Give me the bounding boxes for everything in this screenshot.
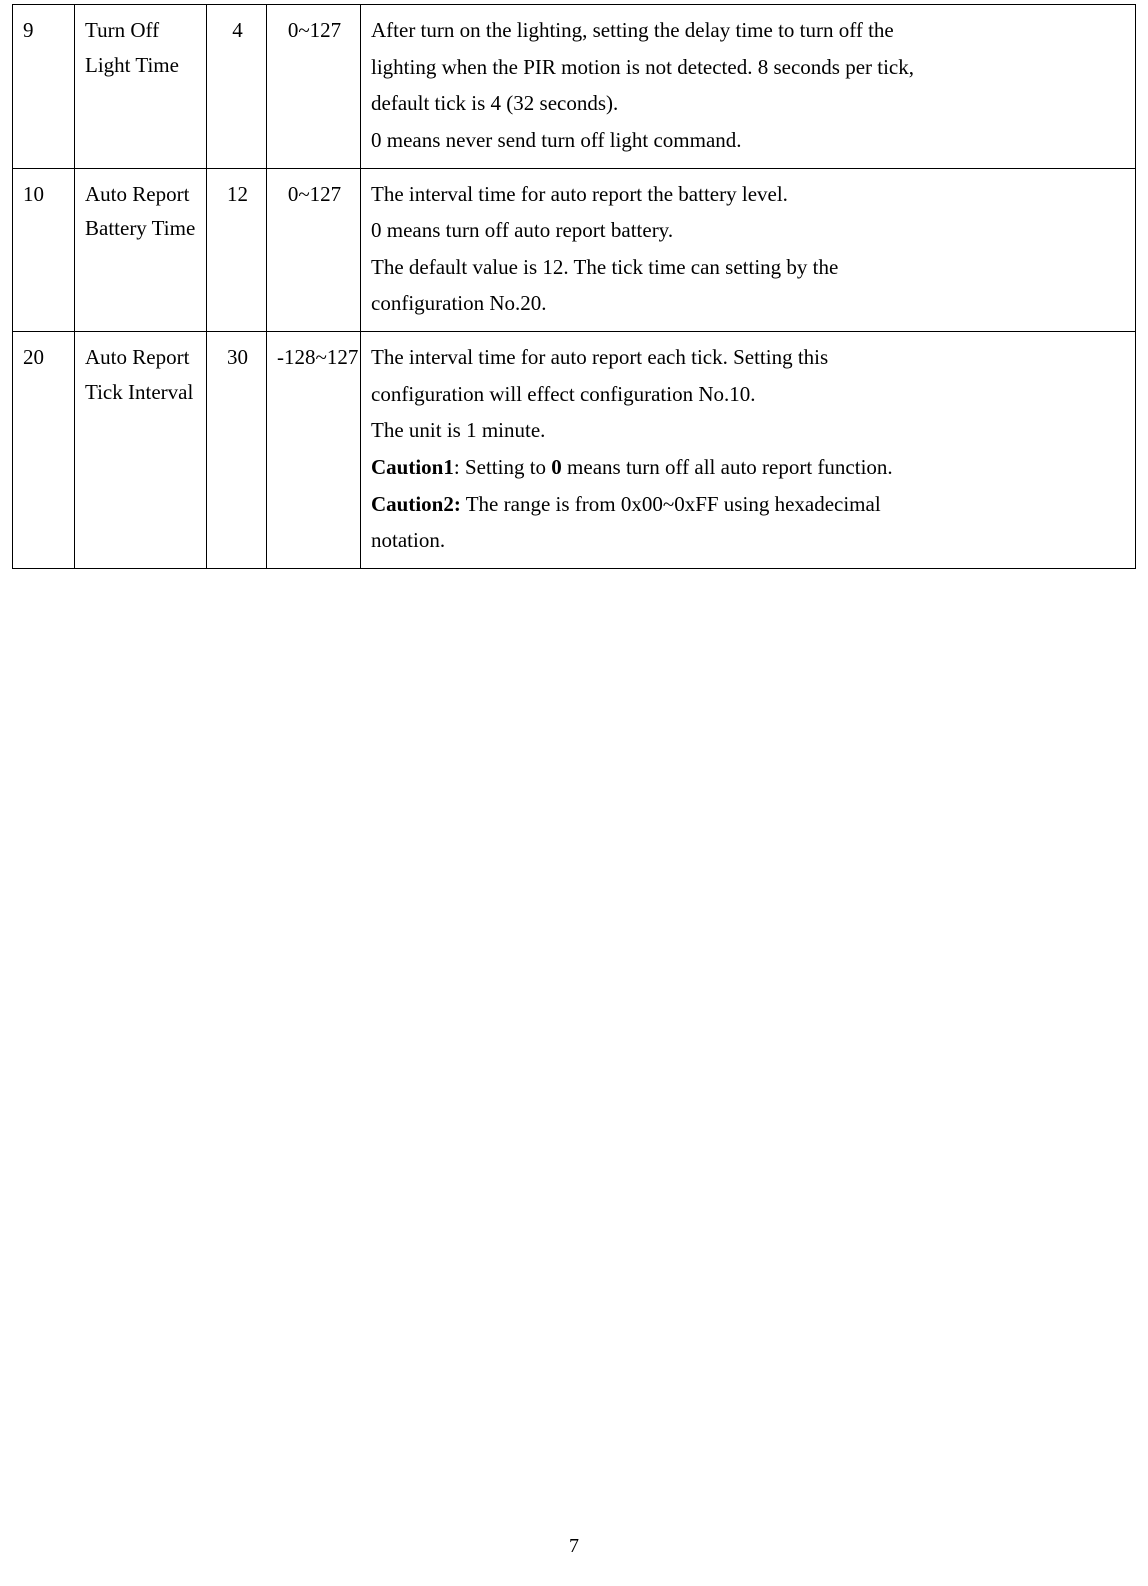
cell-range: -128~127 <box>267 332 361 569</box>
name-line: Turn Off <box>85 18 159 42</box>
cell-description: After turn on the lighting, setting the … <box>361 5 1136 169</box>
cell-config-no: 10 <box>13 168 75 332</box>
name-line: Auto Report <box>85 345 189 369</box>
cell-default-value: 4 <box>207 5 267 169</box>
desc-line: lighting when the PIR motion is not dete… <box>371 50 1127 85</box>
desc-line: The default value is 12. The tick time c… <box>371 250 1127 285</box>
desc-line: default tick is 4 (32 seconds). <box>371 86 1127 121</box>
table-row: 10 Auto Report Battery Time 12 0~127 The… <box>13 168 1136 332</box>
desc-line: 0 means turn off auto report battery. <box>371 213 1127 248</box>
cell-range: 0~127 <box>267 168 361 332</box>
caution-bold-zero: 0 <box>551 455 562 479</box>
desc-line: 0 means never send turn off light comman… <box>371 123 1127 158</box>
desc-line: After turn on the lighting, setting the … <box>371 13 1127 48</box>
table-row: 20 Auto Report Tick Interval 30 -128~127… <box>13 332 1136 569</box>
caution-label: Caution1 <box>371 455 454 479</box>
desc-line: notation. <box>371 523 1127 558</box>
document-page: 9 Turn Off Light Time 4 0~127 After turn… <box>0 0 1148 1586</box>
caution-text: means turn off all auto report function. <box>562 455 893 479</box>
cell-description: The interval time for auto report each t… <box>361 332 1136 569</box>
page-number: 7 <box>0 1535 1148 1558</box>
cell-config-name: Auto Report Tick Interval <box>75 332 207 569</box>
cell-default-value: 30 <box>207 332 267 569</box>
cell-description: The interval time for auto report the ba… <box>361 168 1136 332</box>
cell-config-no: 20 <box>13 332 75 569</box>
caution-text: : Setting to <box>454 455 551 479</box>
cell-config-no: 9 <box>13 5 75 169</box>
desc-line: The interval time for auto report each t… <box>371 340 1127 375</box>
cell-config-name: Turn Off Light Time <box>75 5 207 169</box>
configuration-table: 9 Turn Off Light Time 4 0~127 After turn… <box>12 4 1136 569</box>
desc-line: The interval time for auto report the ba… <box>371 177 1127 212</box>
table-row: 9 Turn Off Light Time 4 0~127 After turn… <box>13 5 1136 169</box>
name-line: Tick Interval <box>85 380 193 404</box>
desc-line: The unit is 1 minute. <box>371 413 1127 448</box>
cell-range: 0~127 <box>267 5 361 169</box>
desc-line: configuration No.20. <box>371 286 1127 321</box>
desc-line: Caution2: The range is from 0x00~0xFF us… <box>371 487 1127 522</box>
name-line: Battery Time <box>85 216 195 240</box>
caution-text: The range is from 0x00~0xFF using hexade… <box>461 492 881 516</box>
caution-label: Caution2: <box>371 492 461 516</box>
cell-config-name: Auto Report Battery Time <box>75 168 207 332</box>
cell-default-value: 12 <box>207 168 267 332</box>
name-line: Auto Report <box>85 182 189 206</box>
desc-line: configuration will effect configuration … <box>371 377 1127 412</box>
desc-line: Caution1: Setting to 0 means turn off al… <box>371 450 1127 485</box>
name-line: Light Time <box>85 53 179 77</box>
